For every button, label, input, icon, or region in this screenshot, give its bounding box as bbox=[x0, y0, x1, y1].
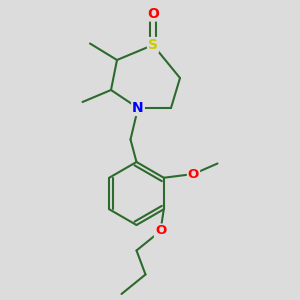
Text: O: O bbox=[147, 7, 159, 20]
Text: O: O bbox=[155, 224, 166, 238]
Text: N: N bbox=[132, 101, 144, 115]
Text: O: O bbox=[188, 167, 199, 181]
Text: S: S bbox=[148, 38, 158, 52]
